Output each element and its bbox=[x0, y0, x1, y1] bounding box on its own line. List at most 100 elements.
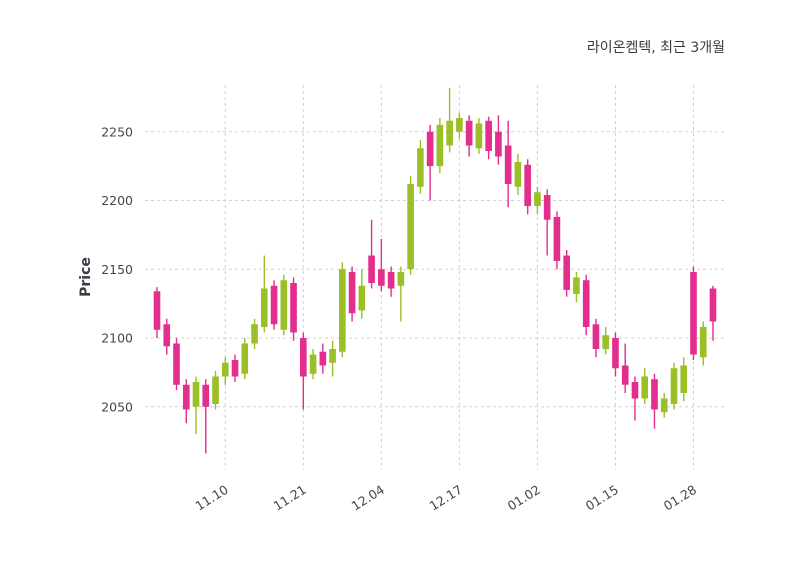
candle-body bbox=[280, 280, 288, 330]
candle-body bbox=[504, 145, 512, 184]
y-tick-label: 2250 bbox=[101, 124, 133, 139]
candle-body bbox=[299, 338, 307, 377]
candle bbox=[631, 376, 639, 421]
candle-body bbox=[699, 327, 707, 358]
candle-body bbox=[582, 280, 590, 327]
candle-body bbox=[602, 335, 610, 349]
y-axis-label: Price bbox=[78, 257, 94, 297]
candle-body bbox=[573, 277, 580, 294]
candle bbox=[397, 266, 405, 322]
candle-body bbox=[690, 272, 697, 355]
candle-body bbox=[436, 124, 444, 167]
candle bbox=[534, 186, 541, 215]
candle bbox=[514, 153, 522, 195]
candle bbox=[280, 274, 288, 336]
candle bbox=[270, 280, 278, 330]
candle bbox=[202, 379, 210, 454]
x-tick-label: 01.28 bbox=[661, 482, 699, 514]
candle-body bbox=[358, 285, 366, 311]
candle-body bbox=[621, 365, 629, 385]
x-tick-label: 01.02 bbox=[505, 482, 543, 514]
y-tick-labels: 2050 2100 2150 2200 2250 bbox=[101, 124, 133, 414]
candle bbox=[299, 332, 307, 410]
candle-body bbox=[475, 123, 483, 149]
candle bbox=[446, 87, 453, 153]
candle-body bbox=[192, 382, 200, 407]
candle bbox=[621, 343, 629, 393]
candle-body bbox=[563, 255, 571, 290]
gridlines bbox=[145, 85, 725, 470]
candle bbox=[495, 115, 502, 165]
candle-body bbox=[368, 255, 375, 283]
candle-body bbox=[612, 338, 619, 369]
candle-body bbox=[592, 324, 600, 349]
candle bbox=[221, 357, 229, 385]
candle-body bbox=[378, 269, 385, 286]
candles bbox=[153, 87, 717, 454]
candle bbox=[680, 357, 688, 402]
candle-body bbox=[173, 343, 180, 385]
x-tick-label: 01.15 bbox=[583, 482, 621, 514]
candle-body bbox=[485, 120, 492, 151]
x-tick-label: 11.21 bbox=[271, 482, 309, 514]
candle bbox=[504, 120, 512, 208]
candle bbox=[699, 321, 707, 366]
candle-body bbox=[329, 349, 336, 363]
candle bbox=[553, 211, 561, 270]
candle bbox=[387, 266, 395, 297]
candle bbox=[475, 118, 483, 154]
candle-body bbox=[680, 365, 688, 393]
candle-body bbox=[543, 195, 551, 220]
candle bbox=[182, 379, 190, 424]
candle bbox=[582, 274, 590, 336]
candle bbox=[573, 272, 580, 303]
candle-body bbox=[514, 162, 522, 187]
candle-body bbox=[202, 384, 210, 407]
candle bbox=[465, 115, 473, 157]
y-tick-label: 2150 bbox=[101, 262, 133, 277]
candle bbox=[641, 368, 649, 404]
candle-body bbox=[309, 354, 317, 374]
candle-body bbox=[446, 120, 453, 146]
candle bbox=[524, 159, 531, 215]
x-tick-labels: 11.10 11.21 12.04 12.17 01.02 01.15 01.28 bbox=[193, 482, 700, 514]
candle-body bbox=[260, 288, 268, 327]
candle-body bbox=[212, 376, 219, 404]
candle bbox=[709, 285, 717, 341]
candle bbox=[563, 250, 571, 297]
candle-body bbox=[319, 351, 327, 366]
candle bbox=[241, 338, 249, 380]
candle bbox=[485, 116, 492, 160]
candle bbox=[407, 175, 414, 275]
candle-body bbox=[660, 398, 668, 413]
candle-body bbox=[290, 283, 297, 333]
candle bbox=[260, 255, 268, 333]
candle bbox=[426, 124, 434, 201]
x-tick-label: 11.10 bbox=[193, 482, 231, 514]
candle-body bbox=[407, 184, 414, 270]
candle-body bbox=[417, 148, 424, 187]
candle bbox=[231, 354, 239, 382]
chart-title: 라이온켐텍, 최근 3개월 bbox=[587, 40, 725, 56]
candle bbox=[348, 266, 356, 322]
candle bbox=[436, 118, 444, 173]
candle bbox=[290, 277, 297, 341]
candle bbox=[660, 393, 668, 418]
candle bbox=[251, 318, 258, 349]
x-tick-label: 12.17 bbox=[427, 482, 465, 514]
candle bbox=[456, 112, 463, 139]
candle-body bbox=[534, 192, 541, 206]
candle-body bbox=[524, 164, 531, 206]
candle-body bbox=[651, 379, 658, 410]
candle bbox=[163, 318, 171, 355]
candle-body bbox=[670, 368, 678, 404]
candle bbox=[690, 266, 697, 360]
candle bbox=[378, 239, 385, 292]
candle-body bbox=[270, 285, 278, 325]
candle bbox=[651, 373, 658, 429]
candle bbox=[368, 219, 375, 289]
candle-body bbox=[339, 269, 346, 352]
candle-body bbox=[397, 272, 405, 286]
